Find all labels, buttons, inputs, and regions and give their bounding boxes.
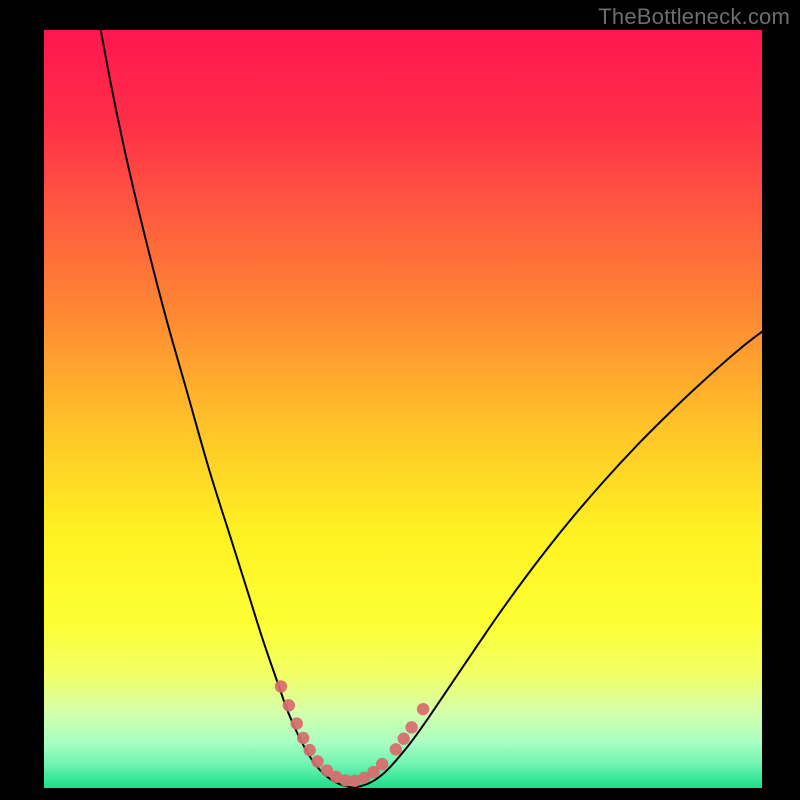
watermark-text: TheBottleneck.com <box>598 4 790 30</box>
curve-marker <box>390 743 402 755</box>
curve-marker <box>405 721 417 733</box>
curve-marker <box>398 733 410 745</box>
stage: TheBottleneck.com <box>0 0 800 800</box>
curve-marker <box>303 744 315 756</box>
curve-marker <box>376 758 388 770</box>
curve-marker <box>283 699 295 711</box>
plot-area <box>44 30 762 788</box>
curve-marker <box>297 732 309 744</box>
curve-marker <box>291 717 303 729</box>
curve-marker <box>417 703 429 715</box>
gradient-background <box>44 30 762 788</box>
curve-marker <box>311 755 323 767</box>
curve-marker <box>275 680 287 692</box>
bottleneck-chart <box>44 30 762 788</box>
